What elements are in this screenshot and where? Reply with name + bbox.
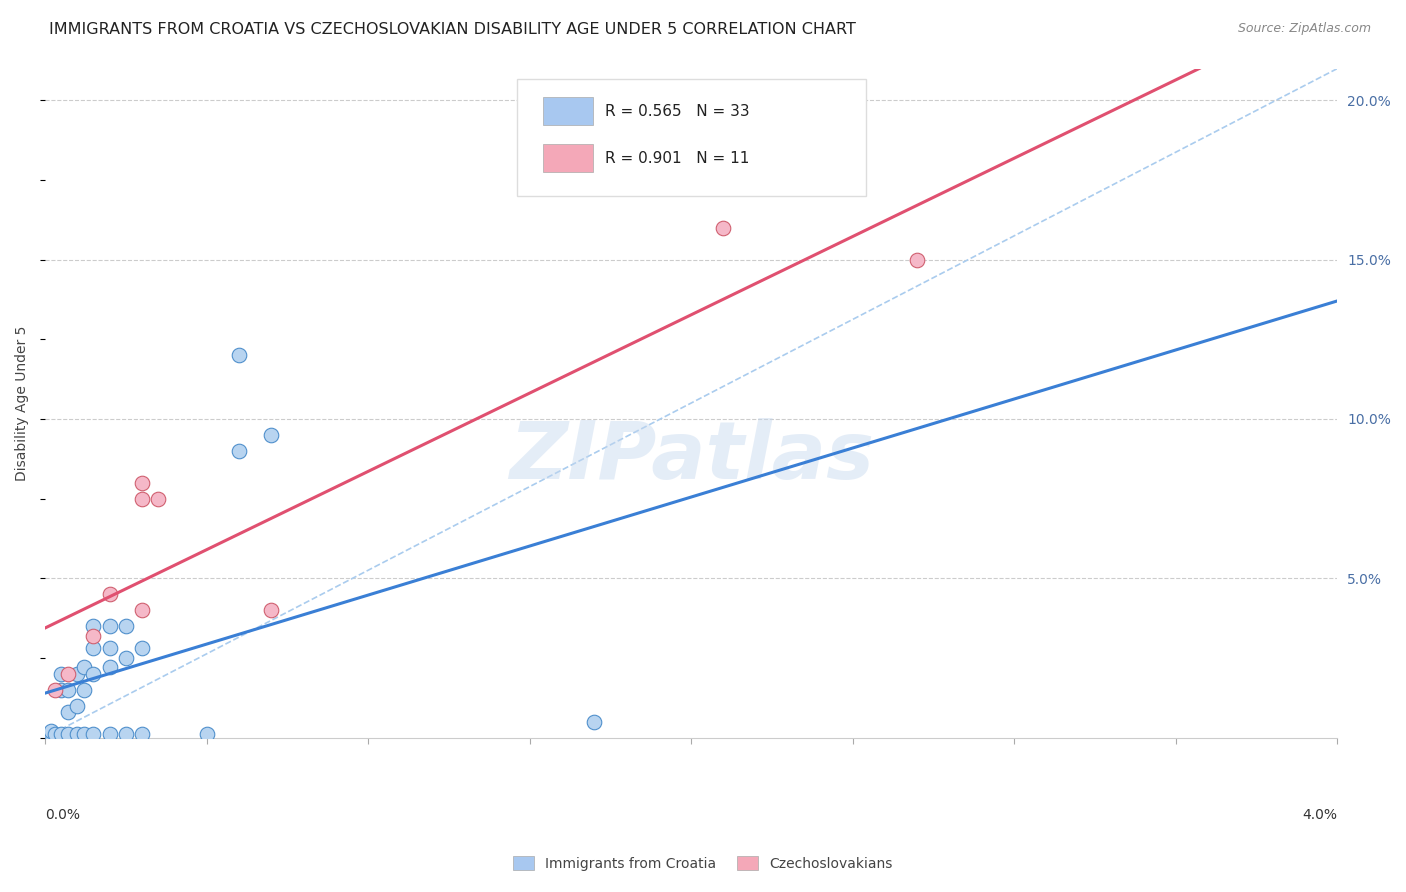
Text: 4.0%: 4.0% xyxy=(1302,807,1337,822)
Point xyxy=(131,491,153,506)
Point xyxy=(131,603,153,617)
Point xyxy=(131,641,153,656)
Text: IMMIGRANTS FROM CROATIA VS CZECHOSLOVAKIAN DISABILITY AGE UNDER 5 CORRELATION CH: IMMIGRANTS FROM CROATIA VS CZECHOSLOVAKI… xyxy=(49,22,856,37)
Point xyxy=(82,727,104,741)
Text: R = 0.901   N = 11: R = 0.901 N = 11 xyxy=(605,151,749,166)
Point xyxy=(44,727,66,741)
Point xyxy=(73,727,96,741)
Point xyxy=(114,651,136,665)
Text: Source: ZipAtlas.com: Source: ZipAtlas.com xyxy=(1237,22,1371,36)
Point xyxy=(98,619,121,633)
Point xyxy=(66,727,89,741)
Point xyxy=(905,252,928,267)
Point xyxy=(114,619,136,633)
Point xyxy=(98,727,121,741)
Point xyxy=(66,698,89,713)
Point xyxy=(82,666,104,681)
Point xyxy=(41,727,63,741)
Point xyxy=(260,428,283,442)
Point xyxy=(66,666,89,681)
Text: ZIPatlas: ZIPatlas xyxy=(509,417,873,496)
Text: 0.0%: 0.0% xyxy=(45,807,80,822)
FancyBboxPatch shape xyxy=(517,78,866,195)
Point xyxy=(49,666,72,681)
Point xyxy=(195,727,218,741)
Point xyxy=(56,727,79,741)
Point xyxy=(131,475,153,490)
Point xyxy=(260,603,283,617)
FancyBboxPatch shape xyxy=(543,145,593,172)
Point xyxy=(73,682,96,697)
Text: R = 0.565   N = 33: R = 0.565 N = 33 xyxy=(605,103,749,119)
Point xyxy=(41,724,63,739)
Point xyxy=(131,727,153,741)
Legend: Immigrants from Croatia, Czechoslovakians: Immigrants from Croatia, Czechoslovakian… xyxy=(508,851,898,876)
Point xyxy=(713,220,735,235)
Y-axis label: Disability Age Under 5: Disability Age Under 5 xyxy=(15,326,30,481)
Point xyxy=(228,443,250,458)
Point xyxy=(98,641,121,656)
Point xyxy=(56,682,79,697)
Point xyxy=(228,348,250,362)
Point xyxy=(49,727,72,741)
Point xyxy=(44,682,66,697)
Point xyxy=(98,587,121,601)
Point xyxy=(82,629,104,643)
Point xyxy=(114,727,136,741)
Point xyxy=(82,619,104,633)
Point xyxy=(73,660,96,674)
Point xyxy=(49,682,72,697)
Point xyxy=(98,660,121,674)
Point xyxy=(56,705,79,719)
FancyBboxPatch shape xyxy=(543,97,593,126)
Point xyxy=(82,641,104,656)
Point xyxy=(146,491,169,506)
Point xyxy=(583,714,606,729)
Point xyxy=(56,666,79,681)
